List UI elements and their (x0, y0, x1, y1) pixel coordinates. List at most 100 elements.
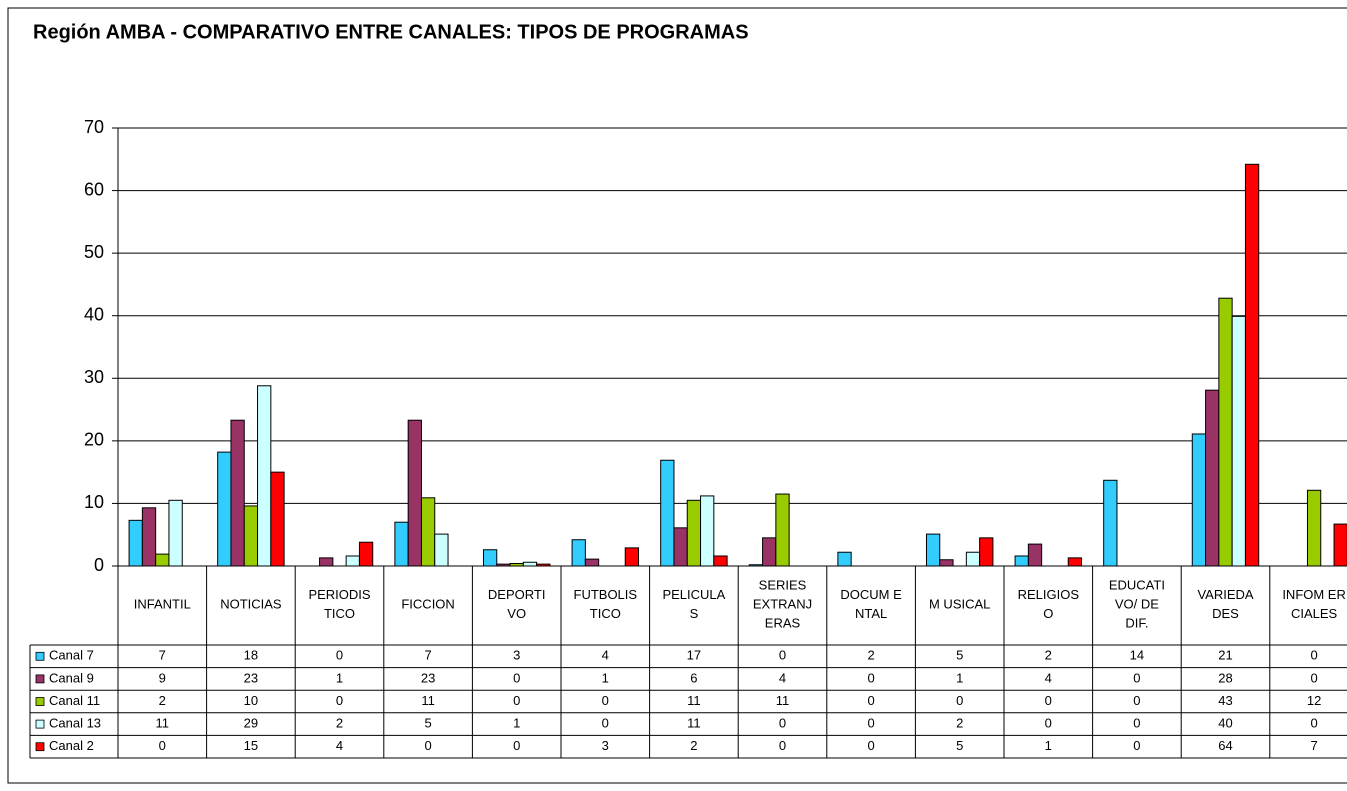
bar (660, 459, 675, 567)
data-label: 23 (421, 670, 435, 685)
legend-key (35, 651, 45, 661)
data-label: 0 (1133, 670, 1140, 685)
x-tick-label: DOCUM E NTAL (840, 587, 902, 621)
x-tick-label: M USICAL (929, 597, 990, 612)
x-tick-label: FUTBOLIS TICO (574, 587, 638, 621)
bar (925, 533, 941, 567)
data-label: 0 (513, 738, 520, 753)
data-label: 2 (159, 693, 166, 708)
data-label: 5 (424, 716, 431, 731)
bar (1306, 489, 1322, 567)
data-label: 0 (867, 670, 874, 685)
x-tick-label-line: FUTBOLIS (574, 587, 638, 602)
x-tick-label-line: TICO (324, 606, 355, 621)
data-label: 43 (1218, 693, 1232, 708)
data-label: 0 (1045, 716, 1052, 731)
data-label: 9 (159, 670, 166, 685)
x-tick-label-line: INFANTIL (134, 597, 191, 612)
bar (168, 499, 183, 567)
legend-key (35, 697, 45, 706)
data-label: 64 (1218, 738, 1232, 753)
x-tick-label-line: DEPORTI (488, 587, 546, 602)
data-label: 18 (244, 648, 258, 663)
bar (270, 471, 285, 567)
bar (713, 555, 728, 567)
data-label: 0 (1310, 670, 1317, 685)
data-label: 0 (779, 716, 786, 731)
y-tick-label: 10 (84, 492, 104, 512)
data-label: 10 (244, 693, 258, 708)
data-label: 29 (244, 716, 258, 731)
x-tick-label-line: DOCUM E (840, 587, 902, 602)
bar (624, 547, 640, 567)
x-tick-label-line: RELIGIOS (1018, 587, 1080, 602)
data-label: 0 (1310, 648, 1317, 663)
data-label: 1 (956, 670, 963, 685)
data-label: 5 (956, 648, 963, 663)
bar (1333, 523, 1347, 567)
x-tick-label-line: CIALES (1291, 606, 1338, 621)
bar (141, 507, 157, 567)
data-label: 7 (159, 648, 166, 663)
x-tick-label-line: VO/ DE (1115, 597, 1159, 612)
data-label: 17 (687, 648, 701, 663)
data-label: 0 (956, 693, 963, 708)
data-label: 0 (424, 738, 431, 753)
data-label: 11 (421, 693, 435, 708)
x-tick-label-line: PERIODIS (308, 587, 370, 602)
data-label: 0 (602, 716, 609, 731)
x-tick-label-line: O (1043, 606, 1053, 621)
legend-key (35, 742, 45, 752)
data-label: 0 (1045, 693, 1052, 708)
legend-key (35, 674, 45, 684)
legend-label: Canal 9 (49, 670, 94, 685)
bar (319, 557, 334, 567)
bar (1014, 555, 1029, 567)
bar (243, 505, 259, 567)
data-label: 11 (687, 693, 701, 708)
data-label: 0 (779, 738, 786, 753)
x-tick-label: PELICULA S (662, 587, 725, 621)
x-tick-label-line: FICCION (401, 597, 454, 612)
x-tick-label-line: PELICULA (662, 587, 725, 602)
bar (762, 537, 777, 567)
bar (522, 561, 538, 567)
x-tick-label-line: DIF. (1125, 616, 1148, 631)
x-tick-label-line: NTAL (855, 606, 887, 621)
bar (939, 559, 954, 567)
bar (394, 521, 409, 567)
bar (1027, 543, 1043, 567)
x-tick-label-line: DES (1212, 606, 1239, 621)
data-label: 0 (1133, 738, 1140, 753)
data-label: 15 (244, 738, 258, 753)
x-tick-label-line: NOTICIAS (220, 597, 282, 612)
bar (965, 551, 981, 567)
bar (128, 519, 143, 567)
bar (571, 539, 586, 567)
x-tick-label-line: INFOM ER (1282, 587, 1346, 602)
data-label: 3 (602, 738, 609, 753)
bar (1103, 479, 1118, 567)
bar (1231, 315, 1246, 567)
data-label: 0 (779, 648, 786, 663)
bar (482, 549, 498, 567)
bar (775, 493, 790, 567)
bar (979, 537, 994, 567)
bar (1244, 163, 1260, 567)
bar (686, 499, 702, 567)
x-tick-label: PERIODIS TICO (308, 587, 370, 621)
bar (420, 497, 436, 567)
data-label: 0 (867, 738, 874, 753)
bar (257, 385, 272, 567)
bar (434, 533, 449, 567)
bar (1067, 557, 1083, 567)
legend-label: Canal 7 (49, 648, 94, 663)
x-tick-label-line: EXTRANJ (753, 597, 812, 612)
bar (1205, 389, 1220, 567)
data-label: 0 (336, 693, 343, 708)
data-label: 0 (159, 738, 166, 753)
data-label: 11 (687, 716, 701, 731)
y-tick-label: 50 (84, 242, 104, 262)
data-label: 12 (1307, 693, 1321, 708)
data-label: 0 (513, 693, 520, 708)
